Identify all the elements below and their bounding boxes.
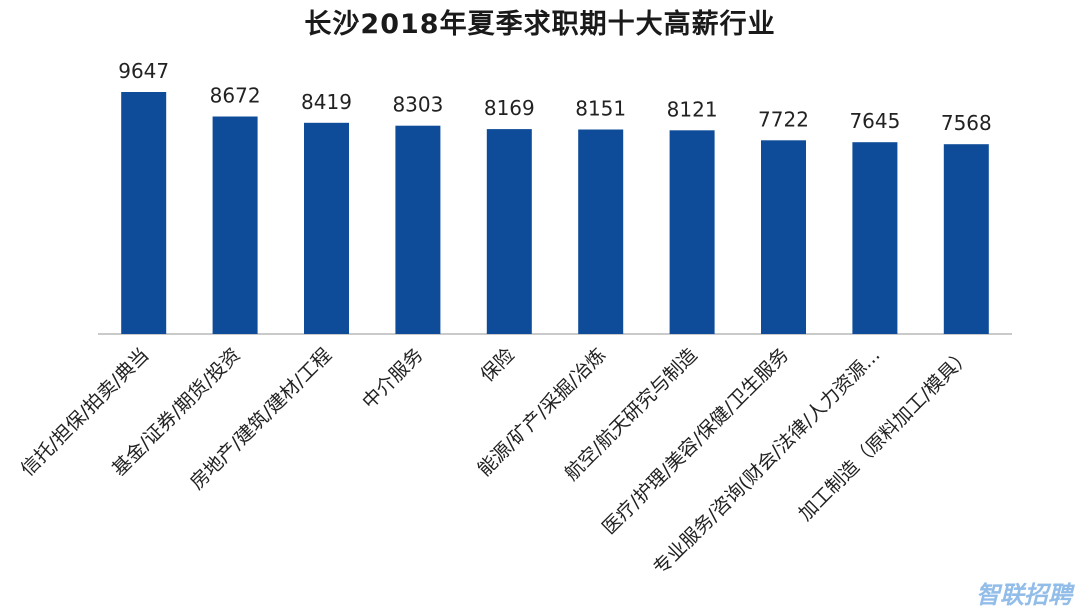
bar-1 [121, 92, 167, 334]
bar-2 [212, 116, 258, 334]
bar-9 [852, 142, 898, 334]
value-labels-group: 9647 8672 8419 8303 8169 8151 8121 7722 7645 7568 [118, 59, 992, 135]
category-label-5: 保险 [476, 344, 518, 386]
watermark-logo: 智联招聘 [976, 581, 1072, 609]
bar-3 [304, 122, 349, 334]
value-label-2: 8672 [210, 84, 261, 108]
bar-7 [669, 130, 715, 334]
bar-8 [761, 140, 806, 334]
value-label-7: 8121 [667, 97, 718, 121]
value-label-8: 7722 [758, 107, 809, 131]
value-label-9: 7645 [849, 109, 900, 133]
bars-group [121, 92, 989, 334]
value-label-5: 8169 [484, 96, 535, 120]
bar-4 [395, 125, 441, 334]
value-label-10: 7568 [941, 111, 992, 135]
category-label-8: 医疗/护理/美容/保健/卫生服务 [598, 344, 793, 539]
value-label-6: 8151 [575, 97, 626, 121]
chart-title: 长沙2018年夏季求职期十大高薪行业 [304, 9, 776, 40]
bar-10 [943, 144, 989, 334]
value-label-3: 8419 [301, 90, 352, 114]
value-label-1: 9647 [118, 59, 169, 83]
category-label-4: 中介服务 [358, 344, 427, 413]
value-label-4: 8303 [392, 93, 443, 117]
category-label-10: 加工制造（原料加工/模具） [795, 344, 976, 525]
bar-6 [578, 129, 624, 334]
bar-5 [486, 129, 532, 334]
